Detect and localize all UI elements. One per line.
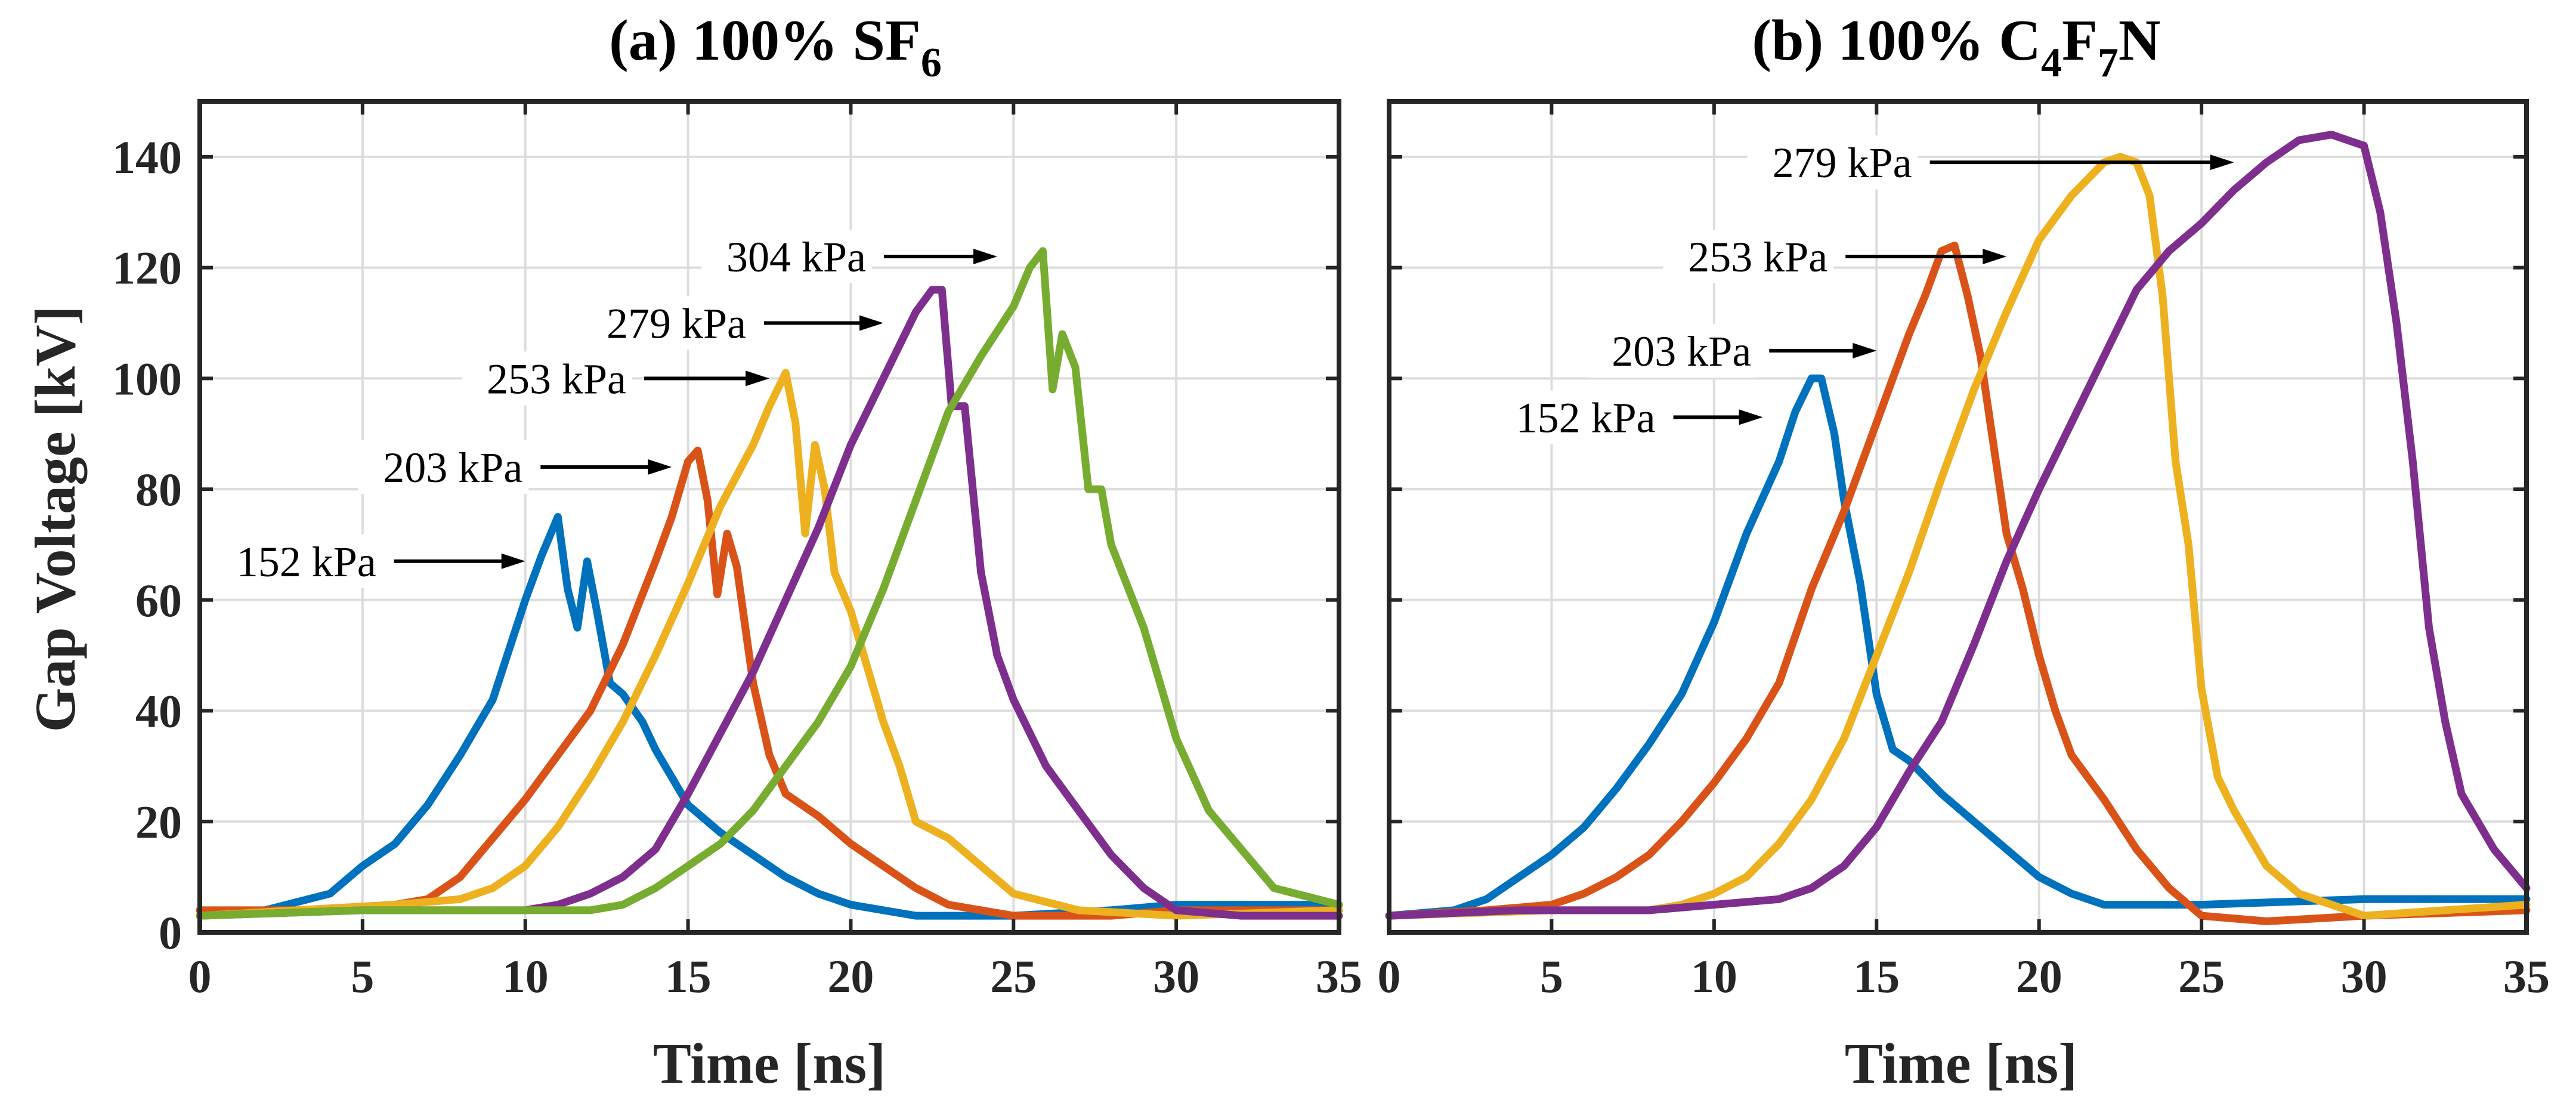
y-tick-label: 100	[112, 353, 182, 404]
series-line-203-kpa	[1385, 242, 2531, 925]
annotation-arrowhead	[501, 553, 525, 569]
grid-lines	[199, 101, 1340, 934]
x-tick-label: 0	[188, 950, 212, 1002]
annotation-label-bg	[358, 440, 529, 494]
annotation-label-bg	[701, 230, 872, 284]
y-tick-label: 60	[135, 574, 182, 626]
x-tick-label: 25	[2178, 950, 2225, 1002]
x-tick-label: 30	[1153, 950, 1199, 1002]
annotation-253-kpa: 253 kPa	[1663, 230, 2007, 284]
annotation-label: 203 kPa	[383, 444, 522, 492]
y-tick-label: 140	[112, 131, 182, 183]
x-tick-label: 15	[1853, 950, 1900, 1002]
x-tick-label: 35	[1316, 950, 1362, 1002]
x-tick-label: 5	[1540, 950, 1563, 1002]
annotation-304-kpa: 304 kPa	[701, 230, 997, 284]
y-tick-label: 20	[135, 796, 182, 848]
annotation-label-bg	[1587, 323, 1758, 378]
panel-b-title: (b) 100% C4F7N	[1752, 8, 2160, 86]
annotation-arrowhead	[2210, 155, 2234, 171]
annotation-253-kpa: 253 kPa	[462, 351, 769, 406]
axes-frame	[197, 99, 1341, 935]
y-tick-label: 80	[135, 464, 182, 515]
series-line-203-kpa	[196, 446, 1343, 920]
series-line-279-kpa	[1385, 131, 2531, 920]
panel-a-sf6: (a) 100% SF6 Time [ns] 0 5 10 15 20 25 30 35 0 20…	[112, 8, 1362, 1095]
annotation-arrowhead	[746, 370, 769, 387]
series-line-304-kpa	[196, 247, 1343, 920]
panel-b-x-axis-label: Time [ns]	[1845, 1031, 2077, 1095]
series-line-253-kpa	[1385, 153, 2531, 920]
axes-frame	[1387, 99, 2529, 935]
annotation-label-bg	[1663, 230, 1834, 284]
x-tick-label: 10	[1691, 950, 1737, 1002]
annotation-label-bg	[1490, 390, 1662, 444]
x-tick-label: 0	[1378, 950, 1401, 1002]
series-line-152-kpa	[1385, 374, 2531, 920]
series-line-152-kpa	[196, 513, 1343, 920]
series-line-253-kpa	[196, 369, 1343, 920]
annotation-203-kpa: 203 kPa	[358, 440, 672, 494]
annotation-arrowhead	[859, 315, 883, 331]
x-tick-label: 15	[665, 950, 712, 1002]
panel-a-title: (a) 100% SF6	[609, 8, 942, 86]
annotation-label: 203 kPa	[1612, 327, 1751, 375]
x-tick-label: 25	[990, 950, 1037, 1002]
annotation-label: 253 kPa	[1688, 233, 1827, 281]
annotation-label: 152 kPa	[237, 538, 376, 586]
annotation-arrowhead	[648, 459, 672, 475]
x-tick-label: 20	[827, 950, 874, 1002]
annotation-152-kpa: 152 kPa	[1490, 390, 1763, 444]
panel-a-x-axis-label: Time [ns]	[653, 1031, 886, 1095]
x-tick-label: 20	[2016, 950, 2062, 1002]
x-tick-label: 10	[502, 950, 549, 1002]
annotation-label-bg	[1747, 135, 1918, 190]
y-tick-label: 0	[159, 907, 182, 959]
x-tick-label: 5	[351, 950, 374, 1002]
annotation-279-kpa: 279 kPa	[582, 296, 883, 350]
y-axis-label: Gap Voltage [kV]	[23, 306, 87, 733]
annotation-label: 253 kPa	[487, 355, 626, 403]
annotation-label: 304 kPa	[726, 233, 866, 281]
annotation-arrowhead	[1739, 409, 1763, 425]
annotation-label-bg	[462, 351, 632, 406]
annotation-arrowhead	[1983, 249, 2007, 265]
annotation-label: 279 kPa	[607, 299, 746, 347]
annotation-label-bg	[582, 296, 752, 350]
annotation-arrowhead	[973, 249, 997, 265]
y-tick-label: 120	[112, 242, 182, 294]
annotation-label: 152 kPa	[1516, 394, 1656, 441]
annotation-label: 279 kPa	[1773, 139, 1912, 187]
x-tick-label: 30	[2341, 950, 2388, 1002]
annotation-label-bg	[211, 534, 382, 588]
panel-b-c4f7n: (b) 100% C4F7N Time [ns] 0 5 10 15 20 25 30 35 1…	[1378, 8, 2550, 1095]
annotation-203-kpa: 203 kPa	[1587, 323, 1877, 378]
annotation-279-kpa: 279 kPa	[1747, 135, 2234, 190]
y-tick-label: 40	[135, 685, 182, 737]
annotation-arrowhead	[1853, 342, 1877, 359]
x-tick-label: 35	[2503, 950, 2550, 1002]
series-line-279-kpa	[196, 286, 1343, 920]
annotation-152-kpa: 152 kPa	[211, 534, 525, 588]
